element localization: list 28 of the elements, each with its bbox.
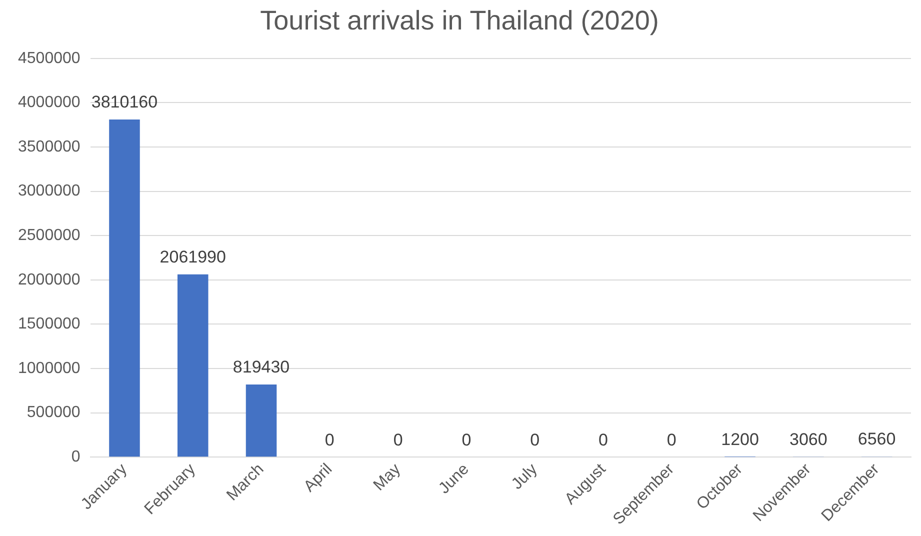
data-label: 6560 [858, 430, 896, 449]
data-label: 1200 [721, 430, 759, 450]
y-tick-label: 3000000 [18, 182, 80, 200]
chart-title: Tourist arrivals in Thailand (2020) [260, 6, 659, 36]
y-tick-label: 4000000 [18, 94, 80, 112]
data-label: 0 [393, 430, 403, 450]
data-label: 2061990 [160, 248, 226, 267]
x-tick-label: July [508, 460, 541, 493]
data-label: 0 [666, 430, 676, 450]
y-tick-label: 500000 [26, 404, 80, 422]
y-tick-label: 0 [71, 448, 80, 466]
y-tick-label: 2500000 [18, 227, 80, 244]
data-label: 0 [530, 430, 540, 450]
bar [177, 274, 208, 457]
data-label: 3060 [789, 430, 828, 449]
y-tick-label: 1000000 [18, 360, 80, 377]
data-label: 0 [462, 430, 472, 450]
data-label: 0 [598, 430, 608, 450]
y-tick-label: 1500000 [18, 316, 80, 333]
y-tick-label: 3500000 [18, 138, 80, 156]
data-label: 0 [324, 430, 334, 450]
bar [246, 384, 277, 457]
y-tick-label: 4500000 [18, 50, 80, 67]
x-tick-label: May [370, 460, 404, 494]
y-tick-label: 2000000 [18, 271, 80, 288]
data-label: 3810160 [91, 92, 158, 112]
bar [109, 120, 140, 457]
data-label: 819430 [232, 358, 290, 377]
